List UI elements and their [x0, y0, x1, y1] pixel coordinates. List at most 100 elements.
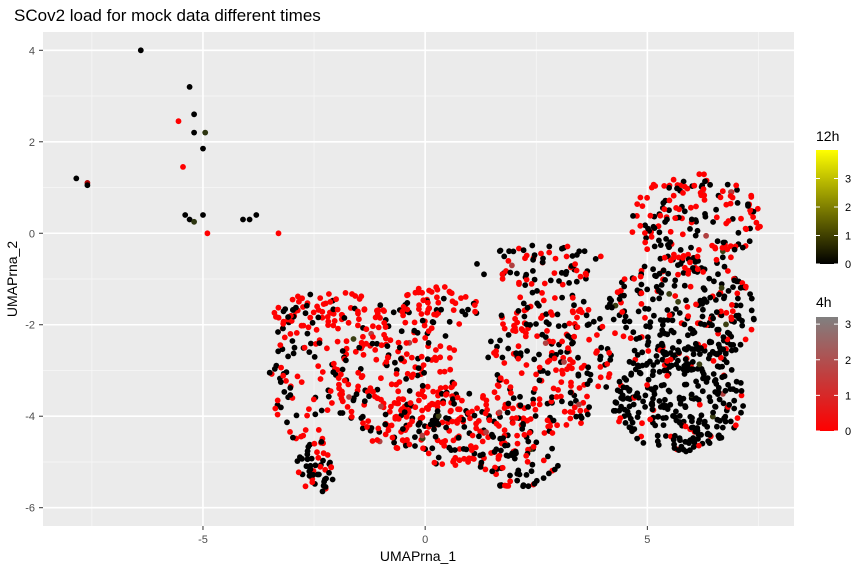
data-point [638, 301, 645, 307]
data-point [728, 316, 735, 322]
y-tick-label: 2 [29, 137, 35, 149]
data-point [316, 471, 322, 478]
data-point [473, 425, 480, 432]
legend-12h: 12h 0 1 2 3 [816, 128, 851, 271]
data-point [568, 379, 574, 386]
data-point [293, 412, 300, 419]
data-point [675, 298, 681, 305]
data-point [432, 433, 439, 440]
data-point [474, 261, 480, 267]
data-point [514, 270, 520, 277]
data-point [626, 386, 633, 393]
data-point [675, 271, 681, 278]
data-point [555, 462, 561, 469]
data-point [404, 306, 411, 313]
data-point [714, 416, 721, 423]
data-point [333, 296, 339, 303]
data-point [312, 411, 319, 418]
data-point [641, 263, 648, 270]
data-point [547, 423, 553, 429]
data-point [661, 254, 668, 261]
data-point [425, 406, 431, 412]
data-point [387, 337, 394, 344]
data-point [666, 184, 672, 191]
data-point [701, 192, 708, 199]
data-point [420, 297, 427, 304]
data-point [619, 309, 626, 315]
data-point [449, 298, 456, 305]
data-point [660, 422, 667, 428]
data-point [472, 444, 479, 451]
data-point [463, 446, 470, 453]
data-point [507, 472, 513, 479]
data-point [688, 424, 695, 431]
data-point [443, 424, 449, 431]
data-point [321, 478, 327, 485]
data-point [449, 418, 456, 425]
data-point [586, 336, 592, 343]
data-point [584, 411, 591, 418]
data-point [414, 372, 421, 379]
data-point [315, 454, 322, 461]
data-point [359, 373, 366, 379]
data-point [687, 259, 693, 266]
data-point [529, 289, 536, 296]
data-point [358, 415, 365, 421]
data-point [676, 349, 682, 356]
data-point [664, 307, 671, 313]
data-point [404, 300, 411, 306]
data-point [374, 386, 381, 393]
data-point [496, 423, 502, 429]
data-point [626, 318, 633, 325]
data-point [539, 331, 546, 338]
data-point [513, 415, 520, 421]
data-point [523, 362, 530, 368]
data-point [301, 344, 308, 351]
data-point [486, 417, 493, 424]
data-point [317, 376, 324, 382]
data-point [713, 214, 720, 221]
data-point [471, 456, 477, 462]
data-point [459, 397, 465, 404]
data-point [727, 193, 734, 199]
data-point [437, 343, 444, 350]
data-point [518, 370, 525, 376]
data-point [682, 423, 689, 430]
data-point [606, 349, 613, 356]
data-point [556, 278, 562, 284]
data-point [654, 359, 661, 365]
data-point [574, 252, 580, 258]
data-point [695, 442, 702, 449]
data-point [580, 298, 587, 305]
y-axis-title: UMAPrna_2 [4, 241, 20, 317]
data-point [285, 353, 291, 360]
data-point [290, 307, 296, 313]
data-point [544, 370, 551, 376]
data-point [403, 351, 410, 357]
data-point [732, 422, 739, 429]
data-point [306, 349, 313, 355]
data-point [274, 411, 281, 418]
data-point [443, 391, 450, 398]
data-point [676, 338, 682, 345]
data-point [650, 266, 656, 273]
data-point [339, 398, 346, 405]
data-point [385, 427, 392, 434]
data-point [373, 356, 380, 363]
data-point [737, 380, 744, 386]
data-point [391, 400, 398, 406]
data-point [429, 445, 436, 452]
data-point [191, 129, 198, 136]
data-point [739, 317, 745, 324]
data-point [682, 404, 689, 410]
data-point [619, 392, 626, 399]
data-point [291, 344, 298, 351]
data-point [598, 344, 605, 351]
data-point [304, 330, 311, 337]
data-point [545, 453, 551, 460]
y-tick-label: -6 [25, 503, 35, 515]
data-point [494, 343, 500, 350]
data-point [724, 329, 731, 336]
data-point [534, 288, 540, 294]
data-point [647, 319, 654, 326]
